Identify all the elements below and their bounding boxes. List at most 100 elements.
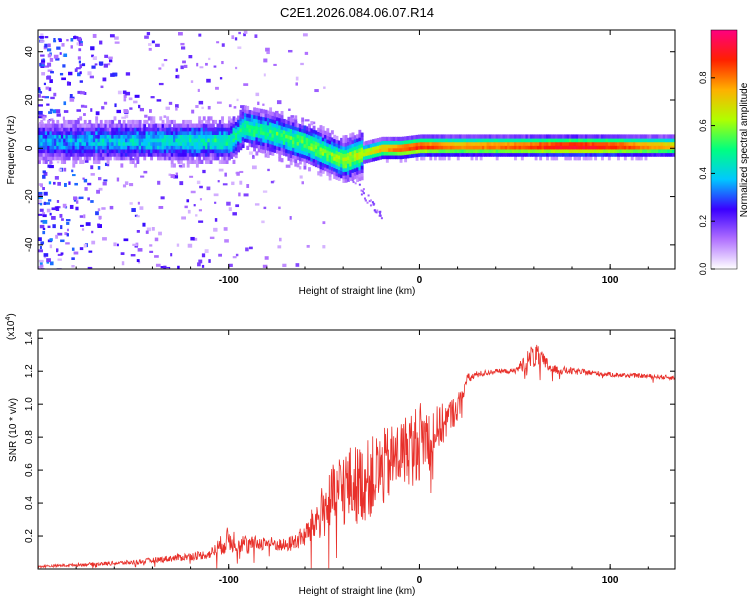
- spectrogram-cell: [81, 130, 85, 136]
- spectrogram-cell: [138, 119, 142, 125]
- spectrogram-cell: [335, 139, 339, 144]
- spectrogram-cell: [630, 141, 634, 146]
- spectrogram-noise-cell: [55, 57, 60, 61]
- spectrogram-cell: [571, 134, 575, 139]
- spectrogram-cell: [159, 148, 163, 154]
- spectrogram-cell: [99, 148, 103, 154]
- spectrogram-cell: [655, 152, 659, 157]
- spectrogram-cell: [308, 145, 311, 150]
- spectrogram-cell: [179, 141, 183, 146]
- spectrogram-cell: [399, 147, 403, 152]
- spectrogram-cell: [189, 156, 192, 161]
- spectrogram-cell: [195, 138, 199, 143]
- spectrogram-cell: [205, 145, 208, 150]
- spectrogram-cell: [294, 140, 298, 145]
- spectrogram-cell: [246, 138, 250, 143]
- spectrogram-noise-cell: [165, 106, 170, 110]
- spectrogram-cell: [122, 130, 126, 136]
- spectrogram-cell: [280, 158, 284, 163]
- spectrogram-cell: [159, 156, 163, 161]
- spectrogram-cell: [548, 148, 552, 154]
- spectrogram-cell: [102, 148, 105, 154]
- spectrogram-noise-cell: [146, 32, 151, 36]
- spectrogram-cell: [397, 154, 401, 160]
- spectrogram-cell: [344, 149, 348, 154]
- spectrogram-cell: [232, 134, 236, 139]
- spectrogram-cell: [184, 130, 188, 136]
- spectrogram-cell: [65, 156, 69, 161]
- spectrogram-noise-cell: [49, 261, 54, 266]
- spectrogram-cell: [351, 172, 355, 177]
- spectrogram-cell: [237, 119, 240, 124]
- spectrogram-cell: [74, 138, 78, 143]
- spectrogram-cell: [232, 159, 236, 164]
- spectrogram-cell: [102, 141, 105, 146]
- spectrogram-cell: [353, 149, 357, 154]
- spectrogram-cell: [484, 148, 488, 154]
- spectrogram-cell: [131, 141, 135, 146]
- spectrogram-cell: [335, 161, 339, 166]
- spectrogram-cell: [129, 123, 133, 128]
- spectrogram-cell: [335, 153, 339, 159]
- spectrogram-cell: [154, 134, 158, 139]
- spectrogram-noise-cell: [97, 223, 100, 227]
- spectrogram-cell: [234, 124, 238, 130]
- spectrogram-cell: [344, 153, 348, 158]
- spectrogram-cell: [420, 134, 424, 139]
- spectrogram-cell: [90, 141, 94, 146]
- spectrogram-cell: [60, 141, 64, 146]
- spectrogram-cell: [671, 134, 675, 139]
- spectrogram-cell: [532, 152, 536, 157]
- spectrogram-noise-cell: [108, 56, 113, 60]
- spectrogram-noise-cell: [114, 41, 120, 44]
- spectrogram-cell: [51, 145, 55, 150]
- spectrogram-cell: [124, 148, 128, 154]
- spectrogram-noise-cell: [100, 85, 104, 89]
- spectrogram-cell: [667, 145, 671, 150]
- spectrogram-noise-cell: [67, 81, 70, 86]
- spectrogram-cell: [328, 172, 332, 177]
- spectrogram-cell: [417, 152, 421, 157]
- spectrogram-x-tick-label: 0: [417, 275, 423, 286]
- spectrogram-cell: [209, 152, 213, 157]
- spectrogram-cell: [324, 167, 327, 172]
- spectrogram-cell: [653, 141, 657, 146]
- spectrogram-cell: [495, 152, 499, 157]
- spectrogram-cell: [280, 136, 284, 141]
- spectrogram-cell: [344, 135, 348, 140]
- spectrogram-cell: [433, 134, 437, 139]
- spectrogram-noise-cell: [56, 248, 59, 253]
- spectrogram-cell: [429, 148, 433, 154]
- spectrogram-cell: [301, 146, 305, 151]
- spectrogram-cell: [408, 139, 412, 144]
- spectrogram-cell: [90, 127, 94, 132]
- spectrogram-noise-cell: [51, 207, 57, 211]
- spectrogram-cell: [621, 141, 625, 146]
- spectrogram-cell: [92, 141, 96, 146]
- spectrogram-cell: [303, 158, 307, 163]
- spectrogram-cell: [534, 138, 538, 143]
- spectrogram-cell: [472, 145, 476, 150]
- spectrogram-cell: [173, 130, 176, 136]
- spectrogram-cell: [76, 152, 80, 157]
- spectrogram-noise-cell: [190, 190, 196, 194]
- spectrogram-cell: [255, 144, 259, 149]
- spectrogram-cell: [539, 138, 543, 143]
- spectrogram-cell: [207, 138, 211, 143]
- spectrogram-cell: [115, 123, 119, 128]
- spectrogram-cell: [626, 152, 630, 157]
- spectrogram-cell: [65, 134, 69, 139]
- spectrogram-cell: [580, 148, 584, 154]
- spectrogram-noise-cell: [109, 205, 114, 210]
- spectrogram-cell: [314, 137, 318, 142]
- spectrogram-cell: [99, 119, 103, 125]
- spectrogram-cell: [218, 148, 222, 154]
- spectrogram-noise-cell: [98, 61, 104, 66]
- spectrogram-cell: [72, 138, 76, 143]
- spectrogram-noise-cell: [49, 108, 53, 112]
- spectrogram-noise-cell: [197, 262, 201, 267]
- spectrogram-cell: [211, 138, 215, 143]
- spectrogram-cell: [340, 166, 343, 172]
- spectrogram-cell: [539, 134, 543, 139]
- spectrogram-noise-cell: [193, 237, 198, 241]
